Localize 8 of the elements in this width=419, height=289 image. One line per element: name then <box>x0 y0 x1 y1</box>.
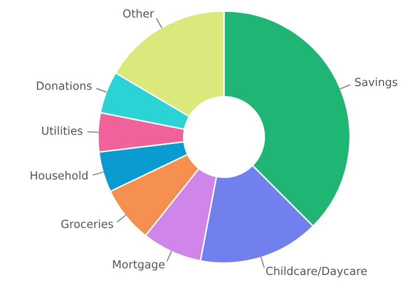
slice-label: Utilities <box>42 126 82 135</box>
slice-label: Savings <box>355 78 398 88</box>
slice-label: Donations <box>36 81 92 90</box>
slice-label: Groceries <box>61 220 114 228</box>
slice-label: Mortgage <box>113 260 165 271</box>
slice-label: Household <box>30 170 88 180</box>
slice-label: Other <box>123 9 154 18</box>
slice-label: Childcare/Daycare <box>266 266 367 278</box>
